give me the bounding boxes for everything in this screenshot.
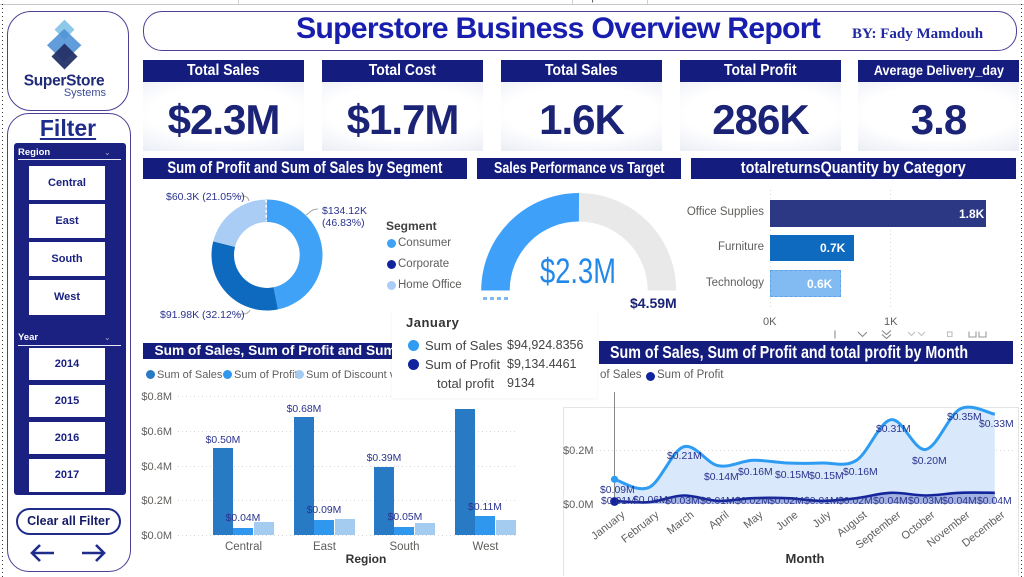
svg-text:SuperStore: SuperStore xyxy=(24,73,105,90)
svg-text:Systems: Systems xyxy=(64,87,107,99)
